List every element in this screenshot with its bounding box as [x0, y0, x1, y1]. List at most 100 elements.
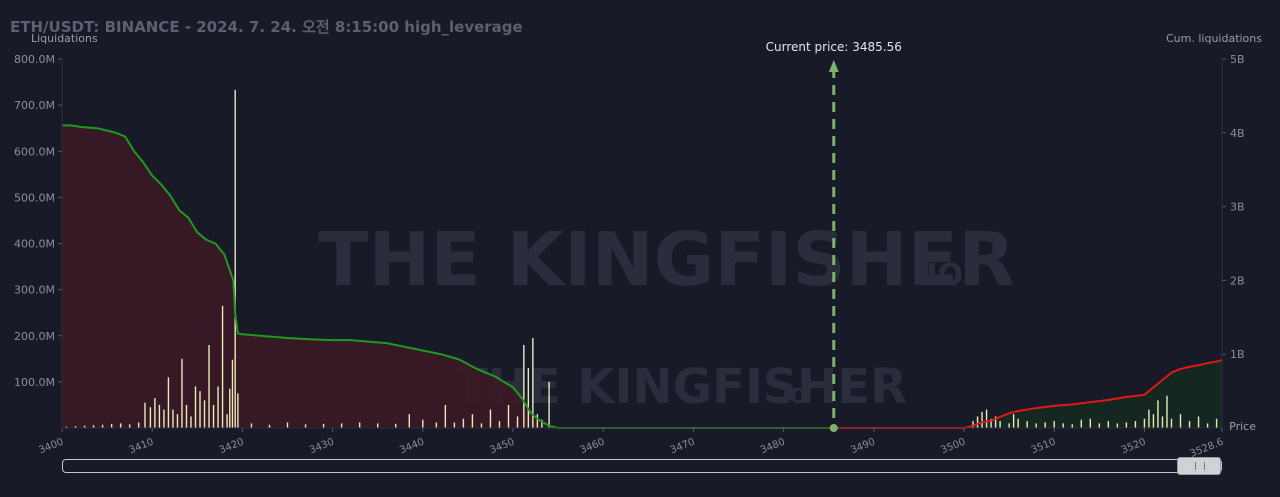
- x-tick-label: 3470: [669, 437, 697, 457]
- liquidation-bar: [1143, 418, 1146, 428]
- liquidation-bar: [1012, 414, 1015, 428]
- liquidation-bar: [1152, 414, 1155, 428]
- liquidation-bar: [1170, 418, 1173, 428]
- liquidation-bar: [194, 386, 197, 428]
- liquidation-bar: [985, 409, 988, 428]
- liquidation-bar: [268, 424, 271, 428]
- liquidation-bar: [1215, 418, 1218, 428]
- liquidation-bar: [972, 421, 974, 428]
- watermark-text: THE KINGFISHER: [318, 217, 1015, 303]
- liquidation-bar: [203, 400, 206, 428]
- liquidation-bar: [229, 388, 231, 428]
- liquidation-bar: [1197, 416, 1200, 428]
- liquidation-bar: [149, 407, 152, 428]
- liquidation-bar: [1062, 423, 1064, 428]
- liquidation-bar: [462, 418, 465, 428]
- liquidation-bar: [1116, 423, 1119, 428]
- current-price-arrow-icon: [828, 60, 839, 72]
- watermark-suffix: .IO: [915, 258, 963, 293]
- liquidation-bar: [1089, 418, 1092, 428]
- y-tick-label: 500.0M: [14, 191, 55, 204]
- liquidation-bar: [144, 402, 146, 428]
- liquidation-bar: [101, 424, 104, 428]
- liquidation-bar: [453, 422, 456, 428]
- watermark-suffix-small: .IO: [775, 384, 807, 408]
- liquidation-bar: [489, 409, 492, 428]
- y-tick-label: 300.0M: [14, 284, 55, 297]
- liquidation-bar: [322, 423, 325, 428]
- current-price-dot: [829, 424, 838, 432]
- liquidation-bar: [1157, 400, 1159, 428]
- liquidation-bar: [516, 416, 519, 428]
- liquidation-bar: [92, 425, 95, 428]
- liquidation-bar: [212, 404, 215, 428]
- liquidation-bar: [1098, 423, 1101, 428]
- x-tick-label: 3420: [218, 437, 246, 457]
- liquidation-bar: [541, 419, 543, 428]
- x-tick-label: 3430: [308, 437, 336, 457]
- liquidation-bar: [1035, 423, 1037, 428]
- liquidation-bar: [208, 344, 210, 428]
- liquidation-bar: [523, 344, 525, 428]
- liquidation-bar: [532, 338, 534, 428]
- liquidation-bar: [1017, 418, 1019, 428]
- y-tick-label: 800.0M: [14, 53, 55, 66]
- liquidation-bar: [1188, 421, 1191, 428]
- liquidation-bar: [1161, 416, 1164, 428]
- liquidation-bar: [435, 422, 438, 428]
- liquidation-bar: [137, 422, 140, 428]
- liquidation-bar: [1053, 421, 1055, 428]
- liquidation-bar: [181, 358, 183, 428]
- liquidation-bar: [1071, 424, 1073, 428]
- y-tick-label: 100.0M: [14, 376, 55, 389]
- long-cum-line: [833, 359, 1223, 429]
- liquidation-bar: [1044, 422, 1046, 428]
- liquidation-bar: [981, 411, 983, 428]
- liquidation-bar: [217, 386, 219, 428]
- x-tick-label: 3450: [488, 437, 516, 457]
- liquidation-bar: [190, 416, 192, 428]
- liquidation-bar: [471, 414, 474, 428]
- x-tick-label: 3500: [939, 437, 967, 457]
- short-cum-line: [62, 124, 834, 429]
- y2-tick-label: 5B: [1230, 53, 1245, 66]
- liquidation-bar: [990, 418, 992, 428]
- liquidation-bar: [158, 404, 161, 428]
- liquidation-bar: [976, 416, 979, 428]
- current-price-label: Current price: 3485.56: [766, 40, 902, 54]
- liquidation-bar: [444, 404, 447, 428]
- liquidation-bar: [498, 421, 501, 428]
- liquidation-bar: [221, 305, 224, 428]
- liquidation-bar: [234, 89, 236, 428]
- liquidation-bar: [286, 422, 289, 428]
- liquidation-bar: [154, 398, 156, 428]
- x-tick-label: 3410: [128, 437, 156, 457]
- y2-tick-label: 3B: [1230, 201, 1245, 214]
- liquidation-bar: [1206, 423, 1209, 428]
- liquidation-bar: [422, 419, 424, 428]
- liquidation-bar: [172, 409, 174, 428]
- liquidation-bar: [994, 416, 997, 428]
- range-scrollbar[interactable]: [62, 457, 1222, 475]
- grip-icon: [1195, 462, 1205, 470]
- x-tick-label: 3480: [759, 437, 787, 457]
- liquidation-bar: [1134, 421, 1137, 428]
- liquidation-bar: [1166, 395, 1168, 428]
- liquidation-bar: [1148, 409, 1150, 428]
- y-tick-label: 400.0M: [14, 238, 55, 251]
- liquidation-bar: [167, 377, 170, 428]
- liquidation-bar: [176, 414, 179, 428]
- watermark-text-small: THE KINGFISHER: [455, 359, 907, 415]
- liquidation-bar: [377, 423, 379, 428]
- x-tick-label: 3510: [1030, 437, 1058, 457]
- liquidation-bar: [119, 423, 122, 428]
- liquidation-bar: [1125, 422, 1128, 428]
- liquidation-bar: [408, 414, 410, 428]
- y2-axis-label: Cum. liquidations: [1165, 32, 1262, 45]
- liquidation-bar: [83, 425, 86, 428]
- liquidation-bar: [1080, 419, 1082, 428]
- liquidation-bar: [527, 368, 530, 428]
- liquidation-bar: [395, 423, 397, 428]
- scrollbar-handle[interactable]: [1177, 457, 1221, 475]
